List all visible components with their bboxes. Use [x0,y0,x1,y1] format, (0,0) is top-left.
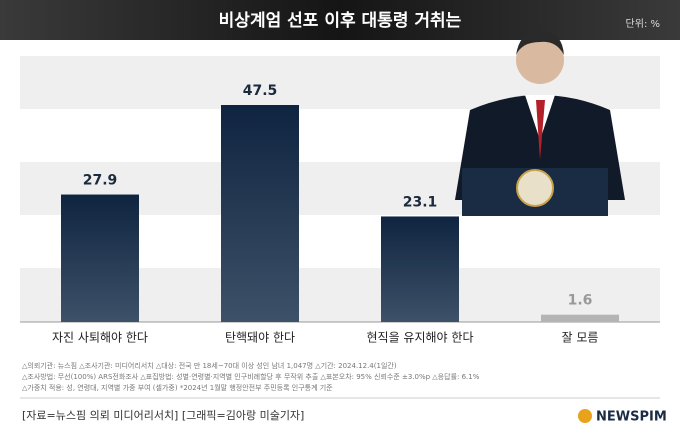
footnote: △의뢰기관: 뉴스핌 △조사기관: 미디어리서치 △대상: 전국 만 18세~7… [22,361,397,370]
x-tick-label: 탄핵돼야 한다 [225,331,295,345]
logo: NEWSPIM [596,410,667,425]
x-tick-label: 자진 사퇴해야 한다 [52,331,148,345]
data-label: 23.1 [403,194,438,210]
logo-icon [578,409,592,423]
bar [61,194,139,322]
header [0,0,680,40]
x-tick-label: 현직을 유지해야 한다 [367,331,474,345]
bar [381,216,459,322]
data-label: 47.5 [243,83,278,99]
footnote: △조사방법: 무선(100%) ARS전화조사 △표집방법: 성별·연령별·지역… [22,372,480,381]
chart-title: 비상계엄 선포 이후 대통령 거취는 [219,10,462,31]
source: [자료=뉴스핌 의뢰 미디어리서치] [그래픽=김아랑 미술기자] [22,409,304,422]
photo [455,31,625,216]
unit: 단위: % [626,17,660,30]
footnote: △가중치 적용: 성, 연령대, 지역별 가중 부여 (셀가중) *2024년 … [22,383,333,392]
data-label: 27.9 [83,173,118,189]
x-tick-label: 잘 모름 [562,331,599,345]
bar [221,105,299,322]
bar [541,314,619,322]
data-label: 1.6 [568,293,593,309]
